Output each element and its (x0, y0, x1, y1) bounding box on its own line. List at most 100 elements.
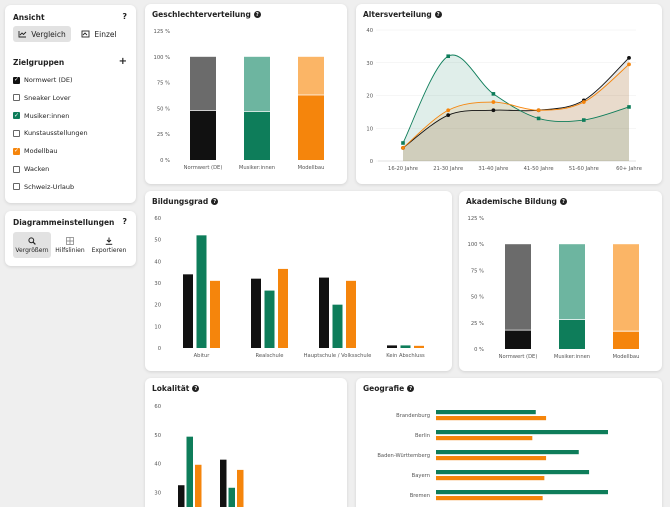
add-group-icon[interactable]: + (118, 56, 127, 67)
x-tick-label: Hauptschule / Volksschule (304, 353, 372, 359)
y-tick-label: Bayern (412, 473, 430, 479)
help-icon[interactable]: ? (211, 198, 219, 205)
y-tick-label: 0 % (474, 347, 484, 353)
bar (436, 470, 590, 475)
academic-chart-title-text: Akademische Bildung (466, 197, 557, 206)
chart-line-icon (18, 31, 27, 38)
bar-segment (505, 330, 531, 349)
zoom-button[interactable]: Vergrößern (13, 232, 51, 258)
bar (436, 416, 547, 421)
zoom-label: Vergrößern (15, 246, 49, 254)
data-point (536, 108, 541, 113)
group-option[interactable]: Kunstausstellungen (13, 129, 88, 137)
help-icon[interactable]: ? (407, 385, 415, 392)
group-option[interactable]: ✓ Musiker:innen (13, 112, 69, 120)
export-label: Exportieren (91, 246, 127, 254)
bar-segment (244, 56, 270, 112)
group-label: Kunstausstellungen (24, 129, 88, 138)
group-checkbox[interactable]: ✓ (13, 147, 20, 155)
group-checkbox[interactable]: ✓ (13, 111, 20, 120)
bar (251, 278, 261, 348)
x-tick-label: 51-60 Jahre (569, 166, 599, 172)
group-label: Musiker:innen (24, 111, 70, 120)
academic-chart-title: Akademische Bildung? (466, 197, 567, 206)
series-area (403, 64, 629, 161)
y-tick-label: Brandenburg (396, 413, 430, 419)
y-tick-label: Bremen (410, 493, 430, 499)
group-option[interactable]: Wacken (13, 165, 49, 173)
group-checkbox[interactable] (13, 94, 20, 102)
group-checkbox[interactable]: ✓ (13, 76, 20, 84)
y-tick-label: 30 (154, 281, 161, 287)
bar-segment (298, 56, 324, 95)
group-label: Normwert (DE) (24, 76, 73, 84)
y-tick-label: 20 (366, 94, 373, 100)
gridlines-label: Hilfslinien (55, 246, 85, 254)
age-chart-title-text: Altersverteilung (363, 10, 432, 19)
settings-help-icon[interactable]: ? (122, 217, 127, 226)
y-tick-label: 50 % (471, 295, 484, 301)
bar (278, 268, 288, 348)
bar (264, 290, 275, 348)
x-tick-label: 60+ Jahre (616, 166, 642, 172)
data-point (536, 116, 541, 121)
y-tick-label: 75 % (471, 268, 484, 274)
y-tick-label: 100 % (468, 242, 485, 248)
data-point (401, 141, 405, 145)
bar (436, 456, 547, 461)
group-option[interactable]: ✓ Normwert (DE) (13, 76, 73, 84)
help-icon[interactable]: ? (559, 198, 567, 205)
bar (436, 430, 608, 435)
bar-segment (190, 56, 216, 111)
bar (400, 345, 411, 348)
y-tick-label: 25 % (157, 132, 170, 138)
bar (414, 345, 424, 348)
help-icon[interactable]: ? (434, 11, 442, 18)
view-single-label: Einzel (94, 29, 117, 39)
geography-chart-title-text: Geografie (363, 384, 405, 393)
series-area (403, 57, 629, 161)
group-checkbox[interactable] (13, 183, 20, 191)
gender-chart-title: Geschlechterverteilung? (152, 10, 261, 19)
x-tick-label: Musiker:innen (239, 165, 275, 171)
bar-segment (244, 111, 270, 160)
group-option[interactable]: ✓ Modellbau (13, 147, 58, 155)
view-help-icon[interactable]: ? (122, 12, 127, 21)
y-tick-label: 125 % (468, 216, 485, 222)
x-tick-label: Realschule (256, 353, 284, 359)
group-checkbox[interactable] (13, 165, 20, 173)
bar (228, 487, 235, 507)
group-option[interactable]: Sneaker Lover (13, 94, 71, 102)
age-chart: 0 10 20 30 40 16-20 Jahre 21-30 Jahre 31-40 Jah… (366, 28, 642, 172)
x-tick-label: 31-40 Jahre (478, 166, 508, 172)
locality-chart-title-text: Lokalität (152, 384, 190, 393)
gridlines-button[interactable]: Hilfslinien (53, 232, 87, 258)
settings-title: Diagrammeinstellungen (13, 218, 115, 227)
data-point (491, 108, 496, 113)
group-checkbox[interactable] (13, 129, 20, 137)
view-compare-button[interactable]: Vergleich (13, 26, 71, 42)
bar-segment (613, 244, 639, 332)
age-chart-card: Altersverteilung? 0 10 20 30 40 16-20 Jahre 21… (356, 4, 662, 184)
view-single-button[interactable]: Einzel (77, 26, 121, 42)
view-title: Ansicht (13, 13, 45, 22)
y-tick-label: 20 (154, 303, 161, 309)
y-tick-label: 125 % (154, 29, 171, 35)
export-button[interactable]: Exportieren (89, 232, 129, 258)
group-option[interactable]: Schweiz-Urlaub (13, 183, 74, 191)
help-icon[interactable]: ? (192, 385, 200, 392)
bar-segment (559, 319, 585, 349)
bar-segment (298, 94, 324, 160)
education-chart-title-text: Bildungsgrad (152, 197, 209, 206)
y-tick-label: 0 (370, 159, 373, 165)
geography-chart-card: Geografie? Brandenburg Berlin Baden-Württe… (356, 378, 662, 507)
y-tick-label: 30 (154, 490, 161, 496)
help-icon[interactable]: ? (253, 11, 261, 18)
bar (436, 410, 536, 415)
data-point (627, 105, 631, 109)
group-label: Sneaker Lover (24, 93, 71, 102)
bar (220, 459, 227, 507)
group-label: Schweiz-Urlaub (24, 182, 75, 191)
series-line (402, 64, 630, 149)
